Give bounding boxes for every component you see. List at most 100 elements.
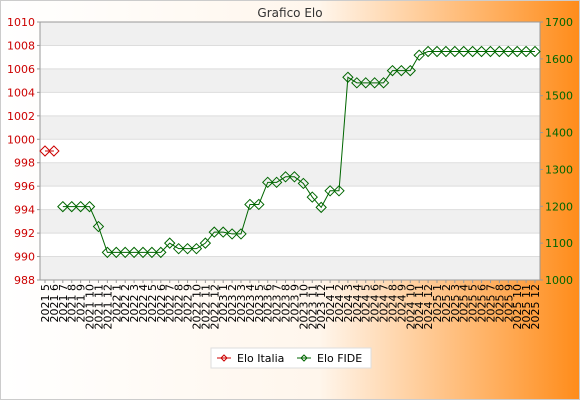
grid-band <box>40 256 540 280</box>
grid-band <box>40 22 540 46</box>
x-tick-label: 2023 7 <box>271 284 284 323</box>
x-tick-label: 2023 4 <box>244 284 257 323</box>
x-tick-label: 2021 12 <box>101 284 114 330</box>
y-right-tick-label: 1600 <box>545 53 573 66</box>
elo-fide-point <box>92 220 105 233</box>
elo-fide-point <box>66 200 78 213</box>
elo-fide-point <box>110 246 122 259</box>
elo-fide-point <box>511 45 523 58</box>
elo-fide-point <box>199 237 212 249</box>
x-tick-label: 2023 9 <box>288 284 301 323</box>
x-tick-label: 2022 1 <box>110 284 123 323</box>
x-tick-label: 2024 12 <box>422 284 435 330</box>
x-tick-label: 2023 10 <box>297 284 310 330</box>
y-left-tick-label: 988 <box>14 274 35 287</box>
x-tick-label: 2024 9 <box>395 284 408 323</box>
elo-fide-point <box>83 200 96 213</box>
elo-fide-point <box>404 64 416 77</box>
x-tick-label: 2025 12 <box>529 284 542 330</box>
chart-title: Grafico Elo <box>257 6 322 20</box>
elo-fide-point <box>119 246 131 259</box>
elo-fide-point <box>306 191 318 203</box>
elo-fide-point <box>351 77 363 89</box>
x-tick-label: 2025 6 <box>476 284 489 323</box>
elo-fide-point <box>57 200 69 213</box>
x-tick-label: 2022 6 <box>155 284 168 323</box>
y-left-tick-label: 1000 <box>7 133 35 146</box>
x-tick-label: 2023 2 <box>226 284 239 323</box>
elo-fide-point <box>181 242 194 255</box>
x-tick-label: 2022 2 <box>119 284 132 323</box>
elo-fide-point <box>520 45 532 58</box>
elo-fide-point <box>164 237 176 249</box>
x-tick-label: 2025 7 <box>484 284 497 323</box>
y-left-tick-label: 1004 <box>7 86 35 99</box>
y-right-tick-label: 1200 <box>545 200 573 213</box>
y-right-tick-label: 1400 <box>545 127 573 140</box>
elo-fide-point <box>368 77 381 89</box>
y-left-tick-label: 992 <box>14 227 35 240</box>
grid-band <box>40 115 540 140</box>
x-tick-label: 2021 6 <box>48 284 61 323</box>
elo-fide-point <box>208 226 220 238</box>
elo-fide-point <box>270 176 283 189</box>
x-tick-label: 2021 8 <box>66 284 79 323</box>
x-tick-label: 2021 10 <box>84 284 97 330</box>
grid-band <box>40 162 540 187</box>
x-tick-label: 2023 5 <box>253 284 266 323</box>
x-tick-label: 2024 7 <box>378 284 391 323</box>
y-right-tick-label: 1000 <box>545 274 573 287</box>
y-left-tick-label: 1010 <box>7 16 35 29</box>
elo-fide-point <box>342 71 354 83</box>
x-tick-label: 2022 4 <box>137 284 150 323</box>
x-tick-label: 2024 6 <box>369 284 382 323</box>
elo-fide-point <box>502 45 514 58</box>
y-left-tick-label: 1008 <box>7 39 35 52</box>
y-right-tick-label: 1700 <box>545 16 573 29</box>
x-tick-label: 2025 10 <box>511 284 524 330</box>
x-tick-label: 2024 11 <box>413 284 426 330</box>
elo-fide-point <box>422 45 434 58</box>
legend-box <box>210 347 372 369</box>
x-tick-label: 2025 9 <box>502 284 515 323</box>
x-tick-label: 2023 3 <box>235 284 248 323</box>
x-tick-label: 2023 12 <box>315 284 328 330</box>
elo-fide-point <box>458 45 470 58</box>
x-tick-label: 2022 7 <box>164 284 177 323</box>
y-right-tick-label: 1300 <box>545 163 573 176</box>
elo-fide-point <box>315 201 327 214</box>
y-left-tick-label: 994 <box>14 204 35 217</box>
elo-fide-point <box>235 228 247 240</box>
elo-fide-line <box>62 50 535 253</box>
elo-fide-point <box>253 198 265 211</box>
grid-band <box>40 68 540 93</box>
elo-fide-point <box>413 49 425 61</box>
legend-elo-italia-marker <box>220 354 228 362</box>
x-tick-label: 2021 5 <box>39 284 52 323</box>
legend-elo-fide-marker <box>300 354 308 362</box>
elo-fide-point <box>279 171 292 183</box>
elo-fide-point <box>172 242 185 255</box>
x-tick-label: 2023 8 <box>280 284 293 323</box>
x-tick-label: 2025 3 <box>449 284 462 323</box>
elo-fide-point <box>377 77 390 89</box>
x-tick-label: 2022 11 <box>199 284 212 330</box>
x-tick-label: 2022 10 <box>190 284 203 330</box>
elo-fide-point <box>449 45 461 58</box>
y-left-tick-label: 990 <box>14 251 35 264</box>
x-tick-label: 2025 4 <box>458 284 471 323</box>
x-tick-label: 2021 7 <box>57 284 70 323</box>
x-tick-label: 2024 10 <box>404 284 417 330</box>
elo-fide-point <box>128 246 140 259</box>
x-tick-label: 2024 8 <box>386 284 399 323</box>
x-tick-label: 2022 8 <box>173 284 186 323</box>
x-tick-label: 2023 11 <box>306 284 319 330</box>
elo-fide-point <box>440 45 452 58</box>
elo-fide-point <box>297 177 310 190</box>
elo-fide-point <box>101 246 114 259</box>
elo-fide-point <box>288 171 301 183</box>
elo-fide-point <box>324 185 336 197</box>
elo-fide-point <box>466 45 479 58</box>
x-tick-label: 2025 8 <box>493 284 506 323</box>
